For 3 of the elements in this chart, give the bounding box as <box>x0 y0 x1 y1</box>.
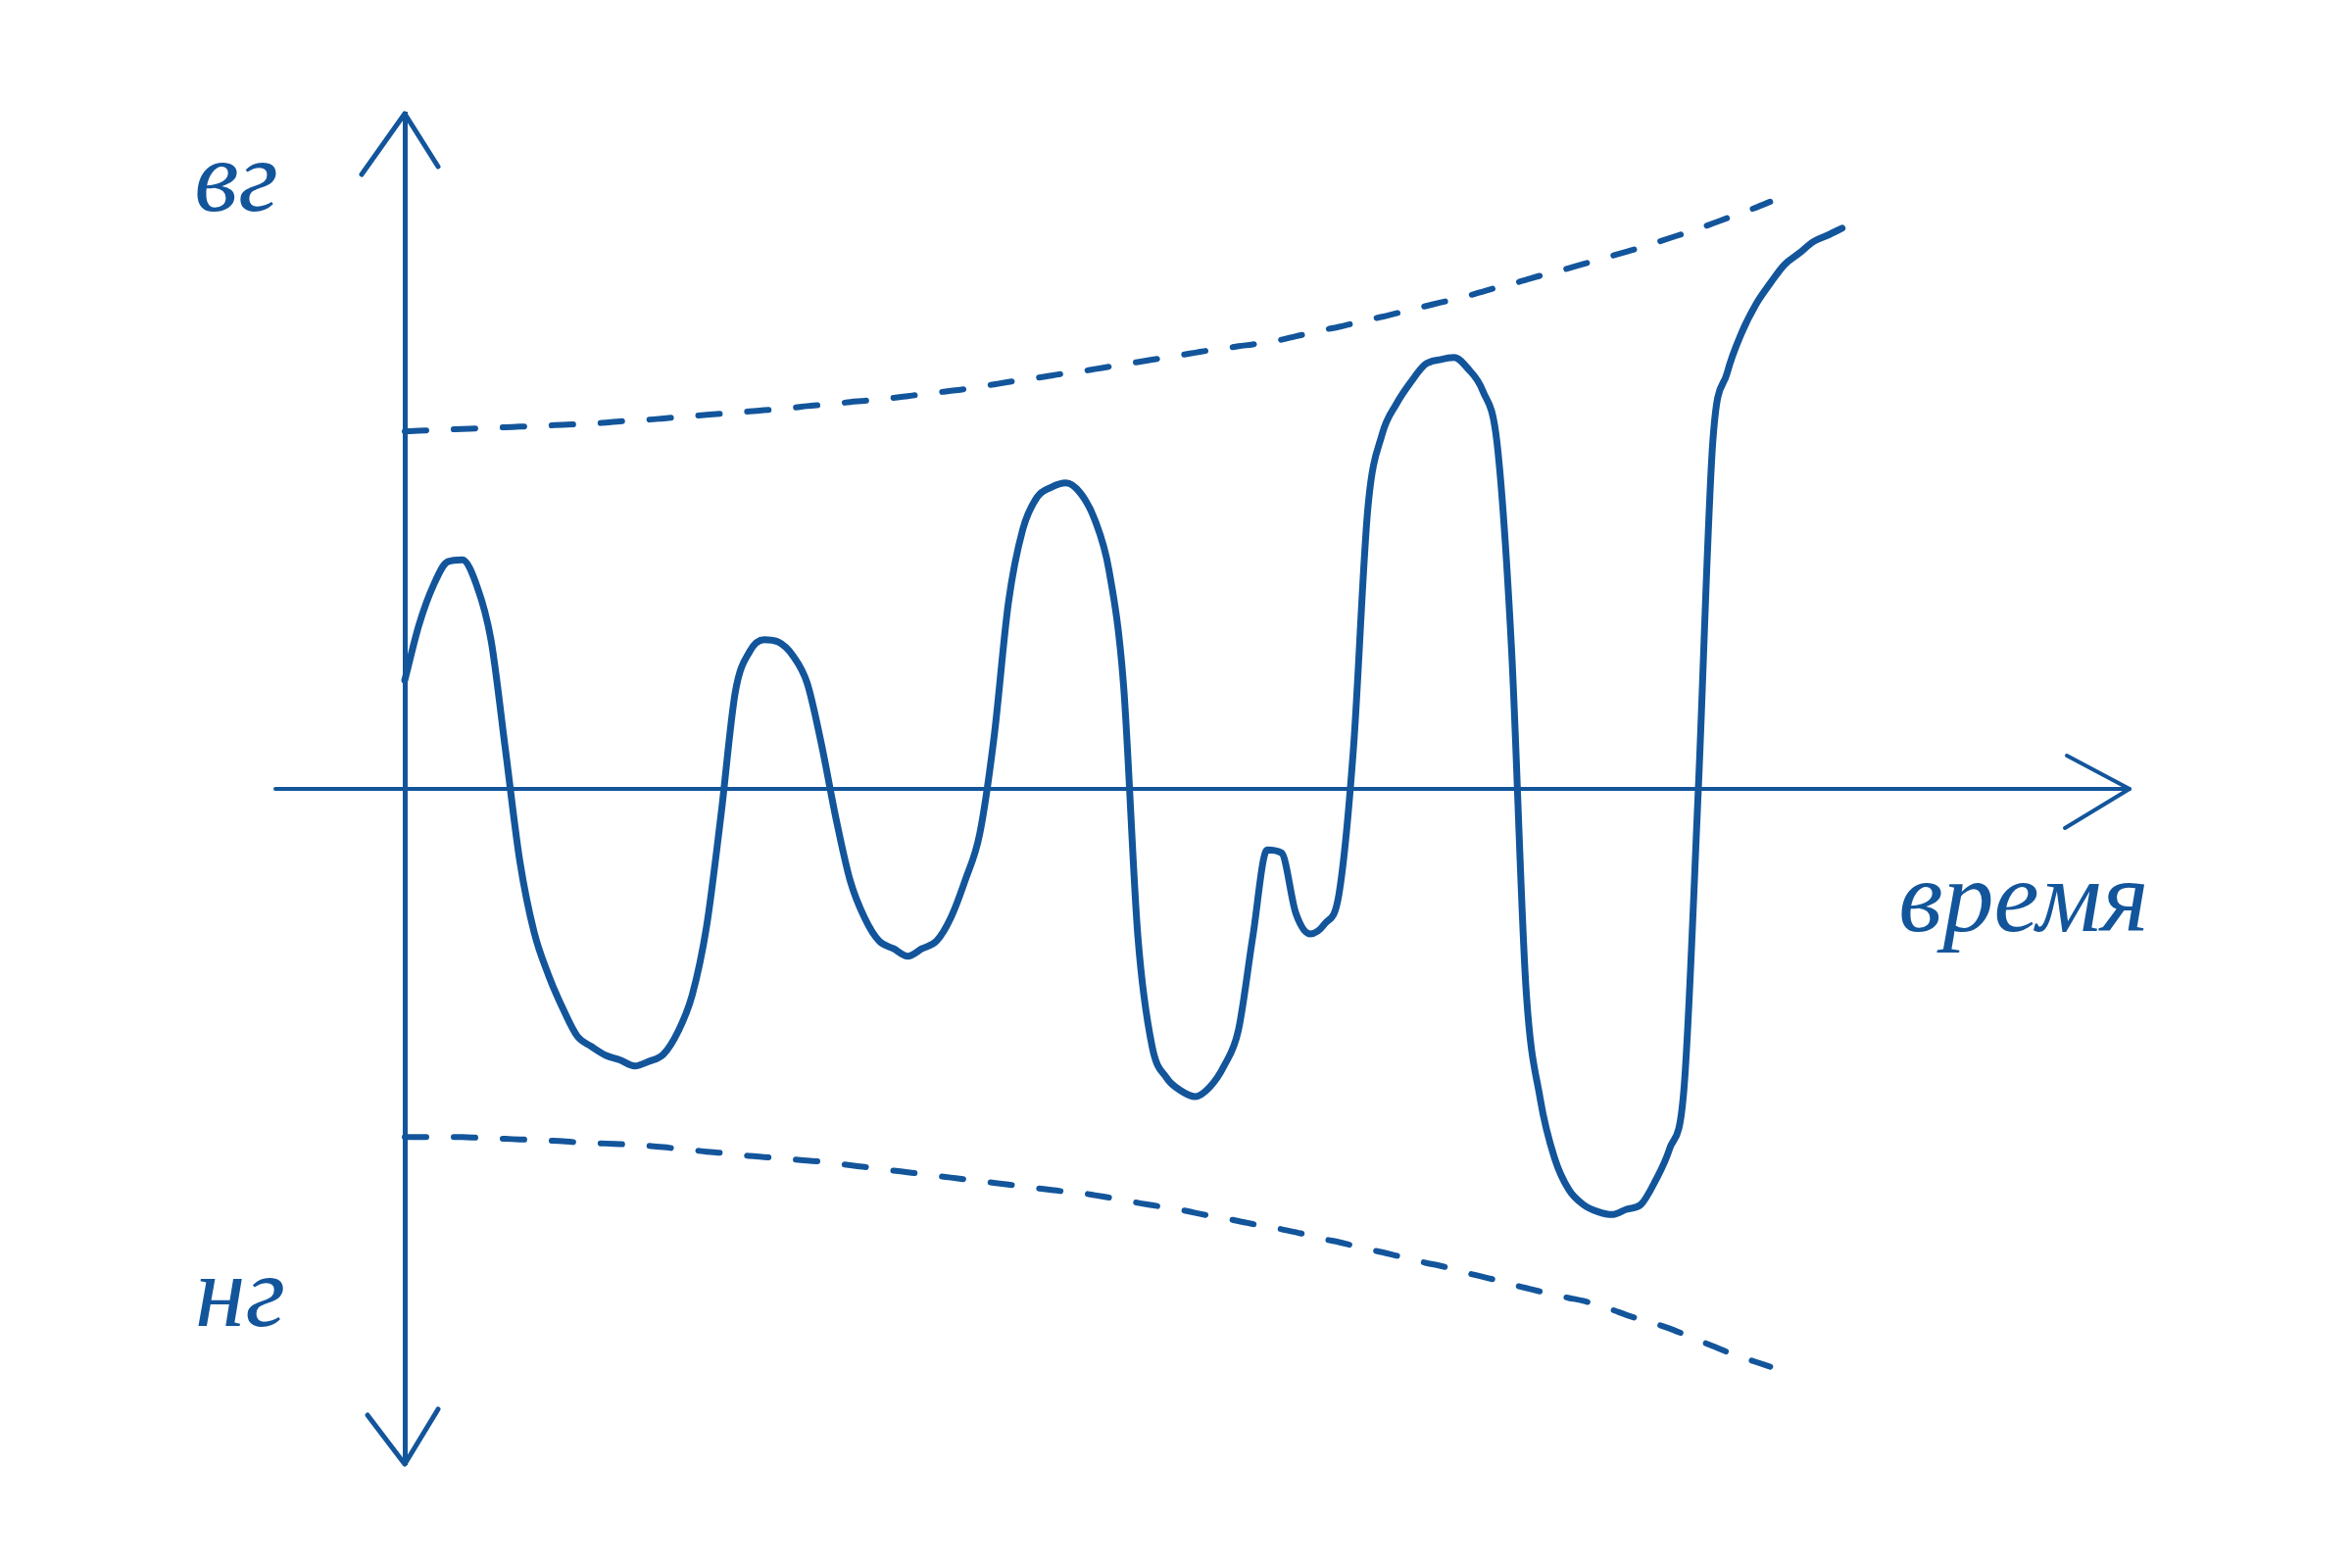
annotation: нг <box>194 1235 286 1348</box>
x-axis-title: время <box>1898 840 2149 954</box>
annotation: вг <box>194 120 278 233</box>
